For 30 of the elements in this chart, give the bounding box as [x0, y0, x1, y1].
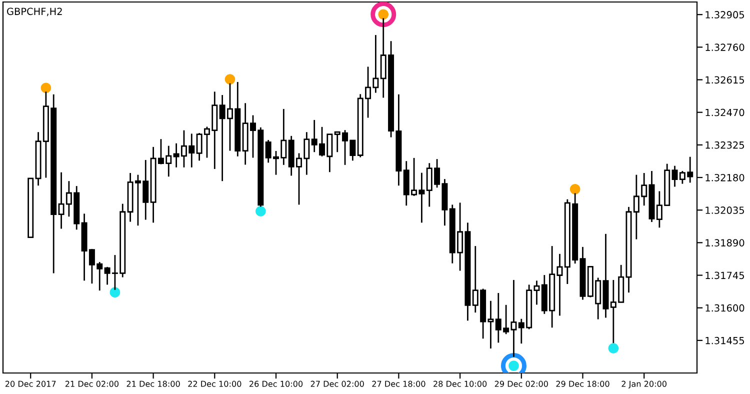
y-tick-label: 1.32760: [706, 44, 744, 51]
y-tick-label: 1.31745: [706, 272, 744, 280]
x-tick-label: 2 Jan 20:00: [622, 380, 666, 388]
y-tick-label: 1.32470: [706, 108, 744, 116]
text: GBPCHF,H2: [7, 8, 62, 16]
y-tick-label: 1.31890: [706, 239, 744, 246]
x-tick-label: 29 Dec 18:00: [556, 380, 610, 387]
point: [608, 343, 619, 354]
y-tick-label: 1.32615: [706, 76, 744, 84]
x-tick-label: 28 Dec 10:00: [434, 380, 487, 387]
y-tick-label: 1.32180: [706, 174, 744, 182]
point: [110, 287, 120, 298]
x-tick-label: 22 Dec 10:00: [188, 380, 242, 387]
x-tick-label: 27 Dec 18:00: [372, 380, 426, 387]
y-tick-label: 1.32905: [706, 11, 744, 18]
x-tick-label: 21 Dec 02:00: [65, 380, 119, 387]
point: [370, 2, 396, 28]
y-tick-label: 1.32325: [706, 141, 744, 149]
point: [224, 74, 236, 84]
point: [40, 82, 52, 93]
point: [256, 206, 266, 216]
y-tick-label: 1.31600: [706, 304, 744, 312]
y-tick-label: 1.32035: [706, 206, 744, 214]
x-tick-label: 26 Dec 10:00: [250, 380, 303, 387]
point: [570, 184, 580, 194]
x-tick-label: 29 Dec 02:00: [494, 380, 548, 387]
x-tick-label: 27 Dec 02:00: [310, 380, 364, 387]
x-tick-label: 20 Dec 2017: [5, 380, 56, 387]
y-tick-label: 1.31455: [706, 336, 744, 344]
x-tick-label: 21 Dec 18:00: [126, 380, 180, 387]
